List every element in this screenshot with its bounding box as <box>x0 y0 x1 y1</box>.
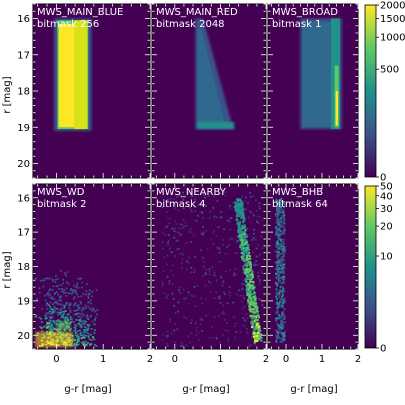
panel-ticks <box>152 3 267 179</box>
y-tick-label: 19 <box>17 296 30 307</box>
x-tick-label: 0 <box>53 354 59 365</box>
x-tick-label: 1 <box>217 354 223 365</box>
panel-background <box>33 184 150 349</box>
panel-bitmask: bitmask 2 <box>37 199 86 210</box>
density-map <box>161 191 264 347</box>
x-axis-label-3: g-r [mag] <box>290 384 337 395</box>
y-tick-label: 18 <box>17 262 30 273</box>
colorbar-tick-label: 2000 <box>380 1 405 12</box>
y-tick-label: 18 <box>17 87 30 98</box>
x-tick-label: 2 <box>147 354 153 365</box>
y-axis-label-top: r [mag] <box>2 76 13 113</box>
panel-title: MWS_WD <box>37 187 85 198</box>
panel-title: MWS_MAIN_BLUE <box>37 7 123 18</box>
colorbar-tick-label: 1000 <box>380 33 405 44</box>
y-tick-label: 17 <box>17 50 30 61</box>
panel-bitmask: bitmask 64 <box>272 199 328 210</box>
panel-ticks <box>268 3 359 179</box>
colorbar-tick-label: 30 <box>380 204 393 215</box>
y-tick-label: 16 <box>17 14 30 25</box>
density-map <box>300 18 342 130</box>
y-tick-label: 20 <box>17 331 30 342</box>
x-tick-label: 2 <box>263 354 269 365</box>
panel-title: MWS_BROAD <box>272 7 338 18</box>
panel-title: MWS_MAIN_RED <box>156 7 238 18</box>
x-tick-label: 1 <box>319 354 325 365</box>
y-tick-label: 16 <box>17 193 30 204</box>
panel-ticks <box>33 3 151 179</box>
panel-bitmask: bitmask 4 <box>156 199 205 210</box>
panel-bitmask: bitmask 1 <box>272 19 321 30</box>
y-tick-label: 19 <box>17 123 30 134</box>
panel-bitmask: bitmask 2048 <box>156 19 225 30</box>
colorbar-tick-label: 20 <box>380 222 393 233</box>
y-tick-label: 20 <box>17 159 30 170</box>
y-tick-label: 17 <box>17 228 30 239</box>
x-tick-label: 0 <box>283 354 289 365</box>
density-map <box>54 18 92 131</box>
x-axis-label-2: g-r [mag] <box>182 384 229 395</box>
y-axis-label-bottom: r [mag] <box>2 251 13 288</box>
panel-ticks <box>33 183 151 350</box>
colorbar-tick-label: 0 <box>380 344 386 355</box>
colorbar-top: 0 500 1000 1500 2000 <box>364 1 405 184</box>
x-tick-label: 2 <box>355 354 361 365</box>
colorbar-tick-label: 1500 <box>380 14 405 25</box>
panel-title: MWS_NEARBY <box>156 187 227 198</box>
colorbar-tick-label: 50 <box>380 182 393 193</box>
colorbar-tick-label: 500 <box>380 65 399 76</box>
panel-ticks <box>152 183 267 350</box>
panel-bitmask: bitmask 256 <box>37 19 99 30</box>
density-map <box>34 214 99 348</box>
density-map <box>195 18 235 130</box>
colorbar-tick-label: 0 <box>380 173 386 184</box>
x-tick-label: 0 <box>172 354 178 365</box>
x-tick-label: 1 <box>100 354 106 365</box>
panel-title: MWS_BHB <box>272 187 323 198</box>
colorbar-tick-label: 40 <box>380 191 393 202</box>
colorbar-tick-label: 10 <box>380 252 393 263</box>
x-axis-label-1: g-r [mag] <box>64 384 111 395</box>
density-map <box>275 197 286 343</box>
panel-ticks <box>268 183 359 350</box>
